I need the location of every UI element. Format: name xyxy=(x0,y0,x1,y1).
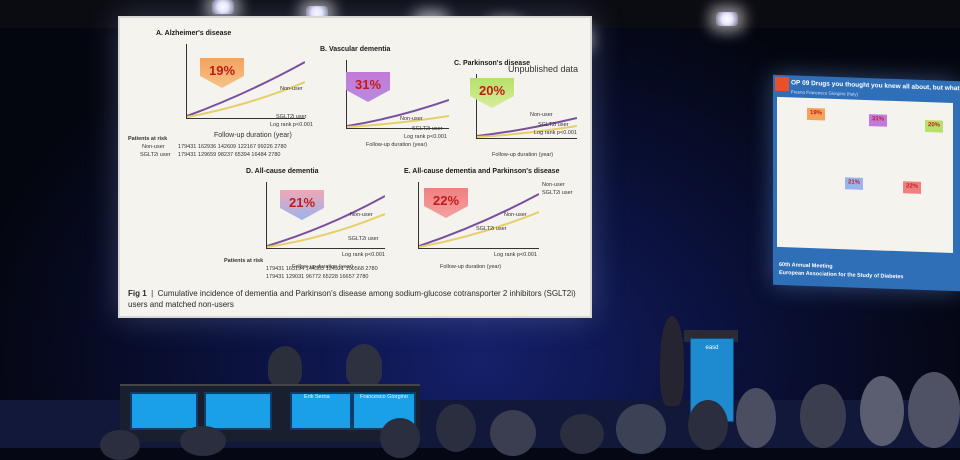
user-label: SGLT2i user xyxy=(276,114,307,120)
risk-row-nonuser: 179431 163194 144303 124921 100568 2780 xyxy=(266,266,378,272)
risk-title: Patients at risk xyxy=(224,258,264,264)
session-subheading: Fresno Francesco Giorgino (Italy) xyxy=(791,89,859,97)
x-axis-label: Follow-up duration (year) xyxy=(440,264,502,270)
spotlight xyxy=(716,12,738,26)
incidence-curves xyxy=(266,195,386,248)
user-curve xyxy=(266,213,386,248)
panel-alzheimers: A. Alzheimer's disease 19% Non-user SGLT… xyxy=(150,28,313,148)
nonuser-curve xyxy=(418,193,540,247)
nameplate-left: Erik Serna xyxy=(304,394,330,400)
legend-nonuser: Non-user xyxy=(542,182,565,188)
risk-row-user: 179431 129031 96772 65228 16657 2780 xyxy=(266,274,369,280)
percent-badge: 21% xyxy=(845,177,863,190)
user-curve xyxy=(418,211,540,248)
panel-title: A. Alzheimer's disease xyxy=(156,30,232,37)
nonuser-label: Non-user xyxy=(350,212,373,218)
user-label: SGLT2i user xyxy=(348,236,379,242)
x-axis-label: Follow-up duration (year) xyxy=(492,152,554,158)
audience-head xyxy=(800,384,846,448)
panel-vascular-dementia: B. Vascular dementia 31% Non-user SGLT2i… xyxy=(316,44,456,154)
speaker xyxy=(660,316,684,406)
panel-monitor xyxy=(204,392,272,430)
percent-badge: 19% xyxy=(807,107,825,121)
panel-all-cause-dementia: D. All-cause dementia 21% Non-user SGLT2… xyxy=(244,168,394,278)
easd-logo xyxy=(775,76,789,92)
risk-title: Patients at risk xyxy=(128,136,168,142)
risk-row-user: 179431 129659 98237 65394 16484 2780 xyxy=(178,152,281,158)
nonuser-curve xyxy=(186,61,306,117)
audience-head xyxy=(688,400,728,450)
audience-head xyxy=(436,404,476,452)
plot-area xyxy=(346,60,450,129)
user-label: SGLT2i user xyxy=(412,126,443,132)
plot-area xyxy=(186,44,306,119)
nonuser-curve xyxy=(476,117,578,137)
plot-area xyxy=(266,182,386,249)
nameplate-monitor xyxy=(290,392,352,430)
x-axis-label: Follow-up duration (year) xyxy=(214,132,292,139)
x-axis-label: Follow-up duration (year) xyxy=(292,264,354,270)
panel-dementia-and-parkinsons: E. All-cause dementia and Parkinson's di… xyxy=(404,168,580,278)
user-curve xyxy=(476,125,578,138)
caption-text: Cumulative incidence of dementia and Par… xyxy=(128,289,576,309)
audience-head xyxy=(100,430,140,460)
panel-title: C. Parkinson's disease xyxy=(454,60,530,67)
risk-row-nonuser: 179431 162936 142609 122167 99226 2780 xyxy=(178,144,287,150)
audience-head xyxy=(908,372,960,448)
figure-caption: Fig 1 | Cumulative incidence of dementia… xyxy=(128,289,576,309)
audience-head xyxy=(616,404,666,454)
incidence-curves xyxy=(476,117,578,138)
logrank-label: Log rank p<0.001 xyxy=(270,122,313,128)
audience-head xyxy=(736,388,776,448)
logrank-label: Log rank p<0.001 xyxy=(342,252,385,258)
risk-user-label: SGLT2i user xyxy=(140,152,171,158)
incidence-curves xyxy=(346,99,450,128)
incidence-curves xyxy=(186,61,306,118)
user-label: SGLT2i user xyxy=(538,122,569,128)
side-slide-thumbnail: 19% 31% 20% 21% 22% xyxy=(777,96,953,254)
audience-head xyxy=(860,376,904,446)
panel-title: D. All-cause dementia xyxy=(246,168,319,175)
podium-label: easd xyxy=(705,345,719,351)
nonuser-label: Non-user xyxy=(530,112,553,118)
incidence-curves xyxy=(418,193,540,248)
nonuser-curve xyxy=(266,195,386,247)
logrank-label: Log rank p<0.001 xyxy=(494,252,537,258)
risk-nonuser-label: Non-user xyxy=(142,144,165,150)
user-curve xyxy=(346,115,450,128)
panel-title: B. Vascular dementia xyxy=(320,46,391,53)
nameplate-right: Francesco Giorgino xyxy=(360,394,408,400)
caption-prefix: Fig 1 xyxy=(128,289,147,298)
nonuser-label: Non-user xyxy=(504,212,527,218)
panel-title: E. All-cause dementia and Parkinson's di… xyxy=(404,168,560,175)
plot-area xyxy=(476,74,578,139)
unpublished-label: Unpublished data xyxy=(507,64,578,74)
side-screen: OP 09 Drugs you thought you knew all abo… xyxy=(773,74,960,292)
logrank-label: Log rank p<0.001 xyxy=(404,134,447,140)
main-projection-screen: Unpublished data A. Alzheimer's disease … xyxy=(118,16,592,318)
spotlight xyxy=(212,0,234,14)
meeting-footer: 60th Annual Meeting European Association… xyxy=(779,261,903,281)
panelist-right xyxy=(346,344,382,386)
panel-parkinsons: C. Parkinson's disease 20% Non-user SGLT… xyxy=(450,58,585,164)
x-axis-label: Follow-up duration (year) xyxy=(366,142,428,148)
legend-user: SGLT2i user xyxy=(542,190,573,196)
panelist-left xyxy=(268,346,302,386)
user-curve xyxy=(186,81,306,118)
nonuser-curve xyxy=(346,99,450,127)
plot-area xyxy=(418,182,540,249)
nonuser-label: Non-user xyxy=(280,86,303,92)
user-label: SGLT2i user xyxy=(476,226,507,232)
audience-head xyxy=(180,426,226,456)
logrank-label: Log rank p<0.001 xyxy=(534,130,577,136)
percent-badge: 22% xyxy=(903,181,921,194)
percent-badge: 31% xyxy=(869,114,887,127)
audience-head xyxy=(560,414,604,454)
audience-head xyxy=(380,418,420,458)
percent-badge: 20% xyxy=(925,120,943,133)
panel-monitor xyxy=(130,392,198,430)
audience-head xyxy=(490,410,536,456)
nonuser-label: Non-user xyxy=(400,116,423,122)
